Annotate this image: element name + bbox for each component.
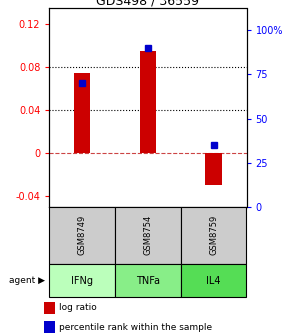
Text: IFNg: IFNg bbox=[71, 276, 93, 286]
Text: percentile rank within the sample: percentile rank within the sample bbox=[59, 323, 213, 332]
Text: TNFa: TNFa bbox=[136, 276, 160, 286]
Bar bbox=[74, 73, 90, 153]
Bar bbox=[140, 51, 156, 153]
Text: GSM8749: GSM8749 bbox=[78, 215, 87, 255]
Bar bbox=[115, 207, 181, 264]
Text: GSM8754: GSM8754 bbox=[143, 215, 153, 255]
Bar bbox=[44, 302, 55, 313]
Bar bbox=[181, 207, 246, 264]
Bar bbox=[115, 264, 181, 297]
Bar bbox=[49, 207, 115, 264]
Bar bbox=[205, 153, 222, 185]
Text: agent ▶: agent ▶ bbox=[9, 276, 45, 285]
Text: log ratio: log ratio bbox=[59, 303, 97, 312]
Text: GSM8759: GSM8759 bbox=[209, 215, 218, 255]
Bar bbox=[44, 321, 55, 333]
Bar bbox=[49, 264, 115, 297]
Text: IL4: IL4 bbox=[206, 276, 221, 286]
Title: GDS498 / 36559: GDS498 / 36559 bbox=[96, 0, 200, 7]
Bar bbox=[181, 264, 246, 297]
